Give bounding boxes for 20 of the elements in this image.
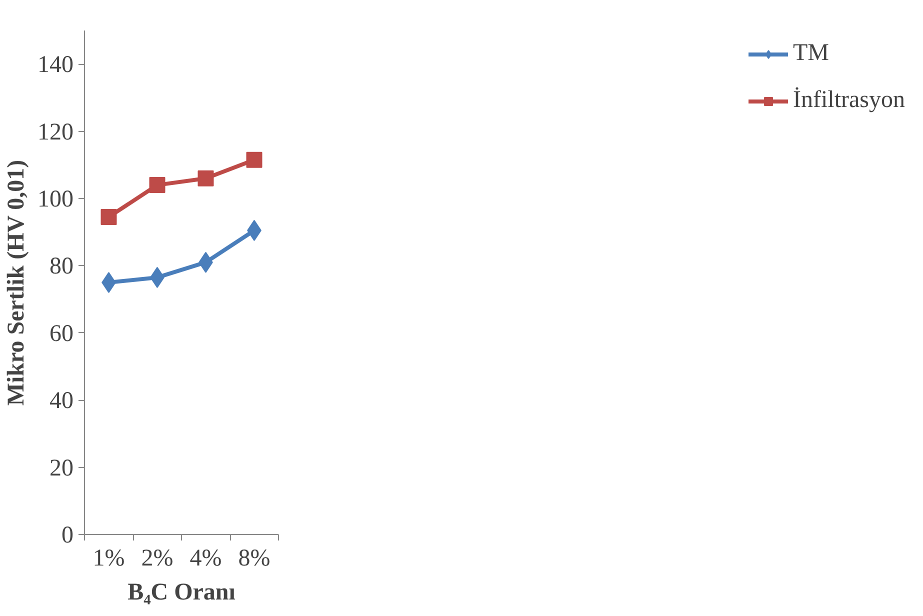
x-tick-label: 8%: [238, 546, 270, 572]
y-axis-title: Mikro Sertlik (HV 0,01): [4, 160, 30, 406]
y-tick-label: 60: [50, 320, 74, 347]
y-tick-label: 20: [50, 455, 74, 482]
x-tick-label: 2%: [141, 546, 174, 572]
legend-label: TM: [793, 40, 830, 67]
y-tick-label: 100: [38, 186, 74, 212]
x-tick-label: 1%: [92, 546, 125, 572]
y-tick-label: 0: [62, 522, 74, 548]
legend-label: İnfiltrasyon: [793, 87, 905, 114]
x-axis-title: B₄C Oranı: [128, 580, 236, 606]
x-tick-label: 4%: [190, 546, 222, 572]
y-tick-label: 120: [38, 119, 74, 146]
y-tick-label: 40: [50, 388, 74, 414]
y-tick-label: 80: [50, 254, 74, 280]
point: [198, 170, 214, 186]
y-tick-label: 140: [38, 52, 74, 78]
point: [149, 177, 166, 194]
point: [246, 152, 262, 168]
point: [100, 208, 117, 225]
